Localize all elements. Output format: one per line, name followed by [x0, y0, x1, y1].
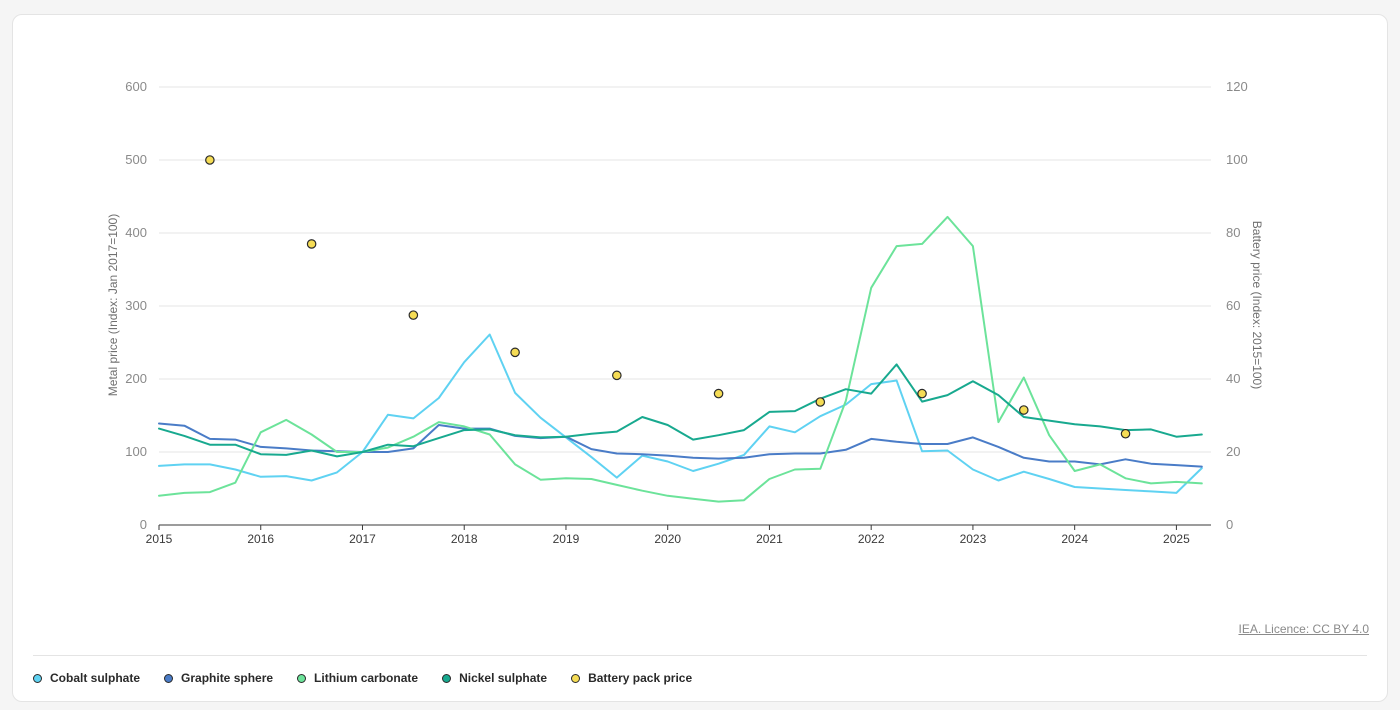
x-tick-label: 2025 [1163, 532, 1190, 546]
battery-pack-price-point[interactable] [408, 310, 419, 320]
y-left-tick-label: 200 [125, 371, 147, 386]
legend-item-battery-pack-price[interactable]: Battery pack price [571, 671, 692, 685]
y-left-tick-label: 500 [125, 152, 147, 167]
y-left-tick-label: 300 [125, 298, 147, 313]
y-left-tick-label: 400 [125, 225, 147, 240]
legend-item-lithium-carbonate[interactable]: Lithium carbonate [297, 671, 418, 685]
x-axis: 2015 2016 2017 2018 2019 2020 2021 2022 2023 2024… [146, 524, 1211, 546]
y-left-tick-label: 0 [140, 517, 147, 532]
cobalt-sulphate-line[interactable] [158, 333, 1203, 494]
y-right-tick-label: 120 [1226, 79, 1248, 94]
x-tick-label: 2024 [1061, 532, 1088, 546]
legend-label: Battery pack price [588, 671, 693, 685]
battery-pack-price-point[interactable] [306, 239, 317, 249]
y-right-axis: 0 20 40 60 80 100 120 [1226, 79, 1248, 532]
y-left-axis: 0 100 200 300 400 500 600 [125, 79, 147, 532]
battery-pack-price-point[interactable] [1018, 405, 1029, 415]
legend-label: Lithium carbonate [314, 671, 419, 685]
x-tick-label: 2018 [451, 532, 478, 546]
y-left-axis-title: Metal price (Index: Jan 2017=100) [106, 214, 120, 396]
legend-label: Nickel sulphate [459, 671, 548, 685]
x-tick-label: 2016 [247, 532, 274, 546]
y-right-tick-label: 100 [1226, 152, 1248, 167]
legend-swatch [33, 673, 42, 683]
legend-swatch [571, 673, 581, 683]
legend-swatch [442, 673, 452, 683]
battery-pack-price-point[interactable] [815, 397, 826, 407]
y-right-tick-label: 80 [1226, 225, 1240, 240]
battery-pack-price-point[interactable] [205, 155, 215, 165]
series-points [205, 155, 1131, 439]
x-tick-label: 2017 [349, 532, 376, 546]
x-tick-label: 2015 [146, 532, 173, 546]
legend-item-cobalt-sulphate[interactable]: Cobalt sulphate [33, 671, 140, 685]
grid [159, 86, 1211, 453]
x-tick-label: 2022 [858, 532, 885, 546]
y-right-axis-title: Battery price (Index: 2015=100) [1250, 221, 1264, 389]
y-left-tick-label: 100 [125, 444, 147, 459]
battery-pack-price-point[interactable] [612, 370, 622, 381]
chart-card: 0 100 200 300 400 500 600 0 20 40 60 80 100 120 2015… [12, 14, 1388, 702]
x-tick-label: 2020 [654, 532, 681, 546]
y-right-tick-label: 20 [1226, 444, 1240, 459]
battery-pack-price-point[interactable] [713, 388, 724, 399]
series-lines [158, 215, 1203, 503]
graphite-sphere-line[interactable] [158, 422, 1203, 468]
y-right-tick-label: 40 [1226, 371, 1240, 386]
battery-pack-price-point[interactable] [1120, 428, 1131, 439]
legend: Cobalt sulphate Graphite sphere Lithium ca… [33, 671, 692, 685]
y-right-tick-label: 60 [1226, 298, 1240, 313]
nickel-sulphate-line[interactable] [158, 363, 1203, 458]
y-right-tick-label: 0 [1226, 517, 1233, 532]
y-left-tick-label: 600 [125, 79, 147, 94]
chart: 0 100 200 300 400 500 600 0 20 40 60 80 100 120 2015… [106, 79, 1264, 546]
divider [33, 655, 1367, 656]
legend-label: Graphite sphere [181, 671, 274, 685]
legend-swatch [164, 673, 174, 683]
battery-pack-price-point[interactable] [510, 347, 520, 358]
legend-item-nickel-sulphate[interactable]: Nickel sulphate [442, 671, 547, 685]
lithium-carbonate-line[interactable] [158, 215, 1203, 503]
x-tick-label: 2021 [756, 532, 783, 546]
licence-link[interactable]: IEA. Licence: CC BY 4.0 [1238, 622, 1369, 636]
x-tick-label: 2019 [553, 532, 580, 546]
battery-pack-price-point[interactable] [917, 388, 927, 399]
legend-label: Cobalt sulphate [50, 671, 141, 685]
legend-swatch [297, 673, 307, 683]
legend-item-graphite-sphere[interactable]: Graphite sphere [164, 671, 273, 685]
x-tick-label: 2023 [960, 532, 987, 546]
